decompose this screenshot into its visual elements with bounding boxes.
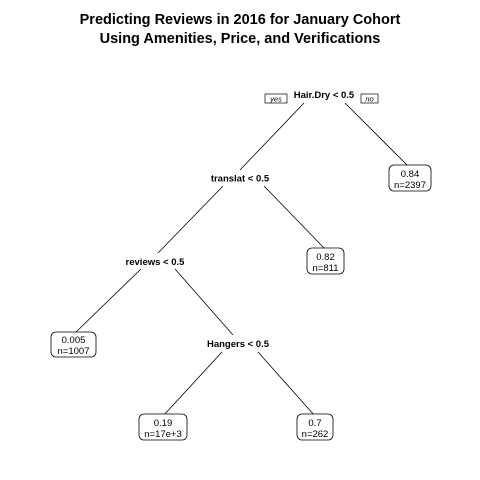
edge-root-to-translat (239, 102, 305, 171)
leaf-box (306, 247, 345, 275)
leaf-node: 0.84 n=2397 (388, 164, 432, 192)
leaf-count: n=2397 (394, 180, 426, 191)
edge-translat-to-reviews (157, 185, 224, 254)
leaf-count: n=811 (313, 263, 339, 274)
leaf-value: 0.84 (401, 169, 420, 180)
no-tag-label: no (365, 95, 373, 104)
yes-tag-box (264, 93, 288, 104)
split-label-translat: translat < 0.5 (211, 174, 270, 185)
leaf-box (50, 331, 97, 358)
edge-hangers-to-leaf-019 (162, 351, 223, 417)
edge-translat-to-leaf-082 (263, 185, 326, 250)
leaf-node: 0.7 n=262 (296, 413, 334, 441)
leaf-count: n=17e+3 (144, 429, 182, 440)
no-tag-box (360, 93, 379, 104)
figure-title-line-1: Predicting Reviews in 2016 for January C… (79, 12, 401, 28)
leaf-value: 0.82 (316, 252, 335, 263)
yes-tag-label: yes (269, 95, 282, 104)
edge-root-to-leaf-084 (344, 102, 410, 168)
leaf-value: 0.19 (154, 418, 173, 429)
leaf-box (296, 413, 334, 441)
leaf-node: 0.19 n=17e+3 (138, 413, 188, 441)
figure-title-line-2: Using Amenities, Price, and Verification… (99, 31, 381, 47)
edge-reviews-to-leaf-0005 (74, 268, 142, 334)
leaf-count: n=262 (302, 429, 329, 440)
split-label-reviews: reviews < 0.5 (126, 257, 186, 268)
leaf-node: 0.005 n=1007 (50, 331, 97, 358)
tree-edges (74, 102, 410, 417)
leaf-box (138, 413, 188, 441)
leaf-count: n=1007 (58, 346, 90, 357)
edge-hangers-to-leaf-07 (257, 351, 316, 417)
split-label-hair-dry: Hair.Dry < 0.5 (294, 90, 355, 101)
split-label-hangers: Hangers < 0.5 (207, 339, 270, 350)
edge-reviews-to-hangers (174, 268, 234, 336)
leaf-node: 0.82 n=811 (306, 247, 345, 275)
leaf-value: 0.7 (308, 418, 321, 429)
leaf-value: 0.005 (62, 335, 86, 346)
leaf-box (388, 164, 432, 192)
